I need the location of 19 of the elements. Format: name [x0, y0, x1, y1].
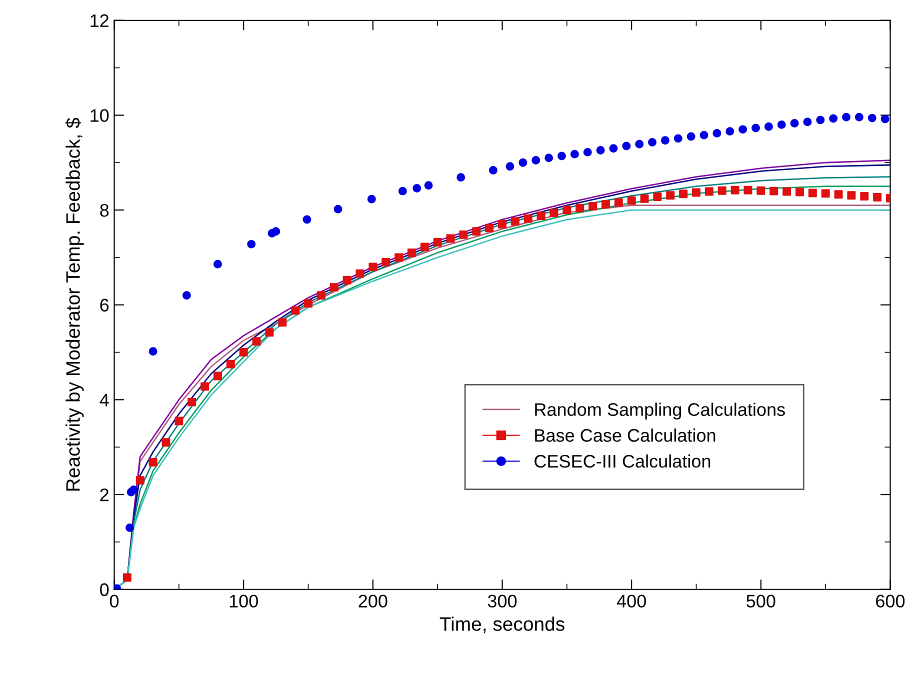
- x-tick-label: 200: [358, 594, 388, 608]
- y-tick-label: 2: [100, 488, 108, 502]
- legend-label: Random Sampling Calculations: [535, 402, 785, 420]
- x-tick-label: 0: [110, 594, 119, 608]
- y-tick-label: 12: [90, 14, 108, 27]
- x-tick-label: 300: [488, 594, 517, 608]
- y-tick-label: 10: [90, 109, 109, 122]
- y-tick-label: 4: [100, 394, 109, 406]
- legend-label: Base Case Calculation: [535, 428, 716, 442]
- x-tick-label: 500: [746, 594, 776, 608]
- x-axis-title: Time, seconds: [440, 616, 564, 634]
- legend-label: CESEC-III Calculation: [534, 454, 710, 468]
- x-tick-label: 400: [616, 594, 646, 608]
- x-tick-label: 100: [230, 594, 258, 608]
- y-tick-label: 8: [100, 204, 109, 217]
- y-tick-label: 6: [100, 298, 109, 312]
- y-tick-label: 0: [100, 583, 109, 596]
- x-tick-label: 600: [876, 594, 905, 608]
- y-axis-title: Reactivity by Moderator Temp. Feedback, $: [65, 118, 84, 491]
